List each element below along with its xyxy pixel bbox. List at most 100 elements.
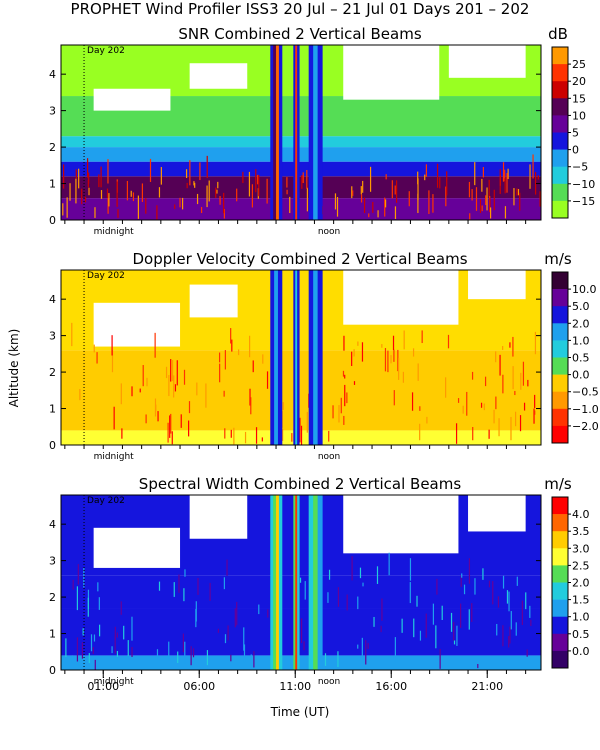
data-streak bbox=[86, 158, 89, 178]
colorbar-label: 0.5 bbox=[572, 352, 590, 365]
data-streak bbox=[461, 573, 463, 578]
colorbar-segment bbox=[552, 289, 568, 307]
data-streak bbox=[493, 409, 495, 424]
data-band bbox=[273, 45, 277, 220]
data-streak bbox=[172, 360, 174, 382]
data-streak bbox=[302, 172, 304, 184]
colorbar-label: 25 bbox=[572, 58, 586, 71]
colorbar-segment bbox=[552, 633, 568, 652]
data-streak bbox=[154, 332, 156, 358]
data-streak bbox=[488, 179, 490, 198]
data-streak bbox=[495, 351, 497, 363]
data-streak bbox=[236, 188, 238, 202]
data-streak bbox=[453, 622, 455, 641]
data-streak bbox=[336, 197, 339, 217]
colorbar-label: 10.0 bbox=[572, 283, 597, 296]
data-streak bbox=[432, 194, 434, 213]
y-tick-label: 3 bbox=[49, 555, 56, 568]
data-streak bbox=[502, 625, 504, 647]
colorbar-label: −2.0 bbox=[572, 420, 599, 433]
data-band bbox=[313, 45, 319, 220]
data-band bbox=[313, 270, 319, 445]
data-streak bbox=[488, 580, 491, 588]
data-streak bbox=[145, 198, 147, 214]
data-streak bbox=[249, 388, 251, 406]
x-tick-label: 11:00 bbox=[279, 680, 311, 693]
data-streak bbox=[496, 623, 498, 636]
data-streak bbox=[83, 567, 85, 588]
data-streak bbox=[107, 159, 109, 184]
data-streak bbox=[219, 196, 221, 202]
data-streak bbox=[474, 578, 476, 595]
data-streak bbox=[402, 371, 404, 383]
data-streak bbox=[479, 199, 482, 214]
data-streak bbox=[471, 189, 473, 201]
data-streak bbox=[196, 382, 198, 396]
y-tick-label: 3 bbox=[49, 105, 56, 118]
y-tick-label: 0 bbox=[49, 439, 56, 452]
data-band bbox=[308, 270, 314, 445]
data-streak bbox=[519, 192, 521, 211]
data-streak bbox=[65, 638, 67, 657]
data-streak bbox=[79, 388, 81, 401]
data-band bbox=[295, 270, 298, 445]
colorbar-segment bbox=[552, 183, 568, 202]
data-streak bbox=[398, 357, 400, 380]
colorbar-segment bbox=[552, 132, 568, 150]
data-streak bbox=[77, 564, 79, 585]
data-streak bbox=[121, 428, 123, 439]
data-streak bbox=[286, 189, 288, 195]
y-tick-label: 2 bbox=[49, 366, 56, 379]
data-streak bbox=[141, 183, 144, 202]
data-streak bbox=[337, 651, 339, 667]
data-streak bbox=[436, 578, 438, 595]
data-streak bbox=[417, 171, 419, 185]
altitude-layer bbox=[61, 136, 541, 148]
data-streak bbox=[116, 181, 118, 207]
data-band bbox=[278, 45, 283, 220]
data-streak bbox=[390, 355, 392, 364]
data-streak bbox=[72, 579, 74, 590]
data-streak bbox=[393, 390, 395, 406]
data-streak bbox=[81, 188, 83, 205]
midnight-label: midnight bbox=[94, 452, 135, 462]
data-streak bbox=[84, 196, 87, 203]
colorbar-unit: dB bbox=[548, 25, 568, 43]
data-streak bbox=[411, 392, 414, 411]
data-streak bbox=[93, 344, 95, 353]
data-streak bbox=[299, 577, 302, 583]
data-streak bbox=[106, 188, 109, 198]
data-streak bbox=[506, 590, 509, 604]
data-streak bbox=[291, 433, 293, 442]
data-streak bbox=[289, 196, 291, 214]
data-streak bbox=[527, 379, 529, 387]
data-streak bbox=[308, 393, 310, 408]
data-streak bbox=[532, 154, 534, 179]
colorbar-label: 20 bbox=[572, 75, 586, 88]
data-streak bbox=[120, 383, 122, 405]
data-streak bbox=[483, 403, 485, 411]
panel-1: SNR Combined 2 Vertical Beams dB Day 202 0 1… bbox=[49, 25, 595, 237]
data-streak bbox=[306, 170, 308, 189]
data-streak bbox=[468, 558, 471, 584]
data-streak bbox=[439, 177, 441, 189]
data-streak bbox=[255, 427, 258, 444]
midnight-label: midnight bbox=[94, 227, 135, 237]
data-streak bbox=[173, 375, 175, 386]
altitude-layer bbox=[61, 198, 541, 220]
colorbar-label: 0.5 bbox=[572, 628, 590, 641]
data-streak bbox=[303, 641, 305, 651]
data-streak bbox=[504, 206, 507, 219]
data-gap bbox=[468, 495, 526, 532]
data-streak bbox=[179, 197, 181, 208]
data-streak bbox=[363, 197, 366, 214]
data-streak bbox=[352, 190, 354, 196]
colorbar-label: −0.5 bbox=[572, 386, 599, 399]
y-tick-label: 1 bbox=[49, 628, 56, 641]
data-streak bbox=[182, 633, 184, 653]
data-streak bbox=[346, 392, 348, 404]
colorbar-segment bbox=[552, 565, 568, 583]
colorbar-segment bbox=[552, 340, 568, 358]
data-streak bbox=[343, 415, 345, 425]
data-streak bbox=[502, 374, 504, 394]
